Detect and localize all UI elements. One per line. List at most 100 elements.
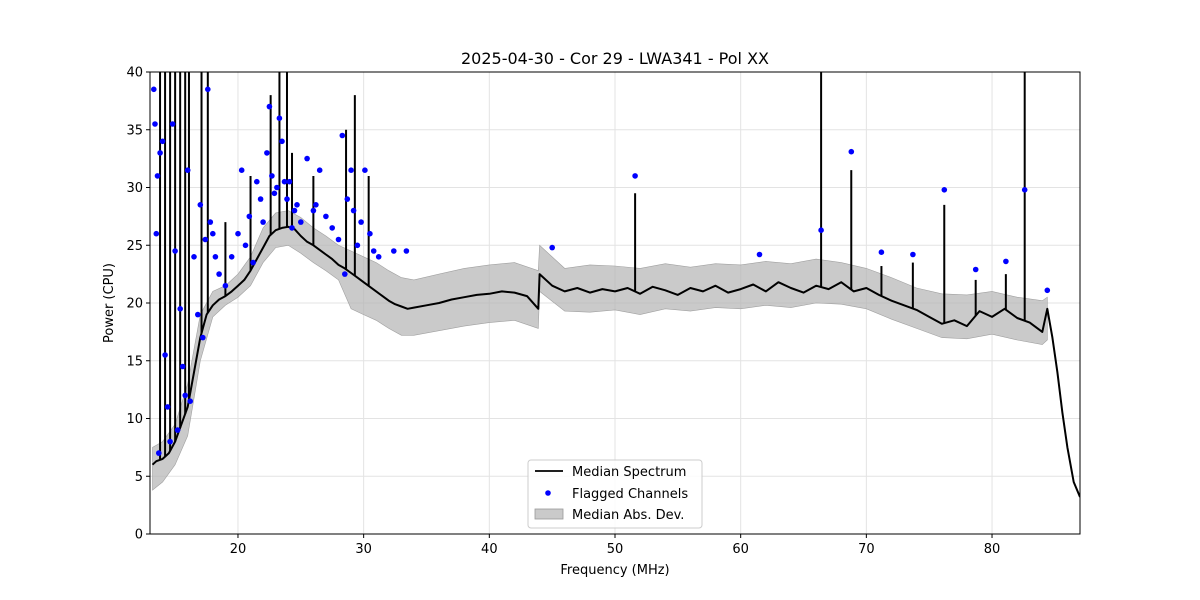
legend-median-label: Median Spectrum <box>572 465 686 480</box>
flagged-channel-point <box>210 230 216 237</box>
flagged-points-layer <box>151 86 1051 456</box>
flagged-channel-point <box>281 178 288 185</box>
flagged-channel-point <box>632 173 638 179</box>
flagged-channel-point <box>370 248 377 254</box>
flagged-channel-point <box>153 230 160 237</box>
y-tick-label: 20 <box>126 297 143 312</box>
x-tick-label: 70 <box>858 542 875 557</box>
flagged-channel-point <box>187 398 193 405</box>
flagged-channel-point <box>367 230 373 237</box>
flagged-channel-point <box>878 249 885 255</box>
flagged-channel-point <box>238 167 245 173</box>
flagged-channel-point <box>304 155 310 162</box>
x-tick-label: 40 <box>481 542 498 557</box>
flagged-channel-point <box>184 167 191 173</box>
y-axis-label: Power (CPU) <box>102 263 117 343</box>
flagged-channel-point <box>972 266 979 273</box>
plot-data-area <box>151 72 1080 498</box>
flagged-channel-point <box>202 236 209 243</box>
flagged-channel-point <box>323 213 329 220</box>
y-tick-label: 0 <box>135 528 143 543</box>
flagged-channel-point <box>151 86 157 93</box>
flagged-channel-point <box>276 115 283 121</box>
x-tick-label: 20 <box>230 542 247 557</box>
flagged-channel-point <box>342 271 348 277</box>
y-tick-label: 5 <box>135 470 143 485</box>
flagged-channel-point <box>354 242 361 249</box>
flagged-channel-point <box>348 167 354 173</box>
flagged-channel-point <box>235 230 241 237</box>
y-tick-label: 10 <box>126 412 143 427</box>
flagged-channel-point <box>228 253 235 260</box>
flagged-channel-point <box>549 244 555 251</box>
legend-flagged-label: Flagged Channels <box>572 487 688 502</box>
flagged-channel-point <box>391 248 397 254</box>
flagged-channel-point <box>375 253 382 260</box>
legend: Median Spectrum Flagged Channels Median … <box>527 459 703 529</box>
flagged-channel-point <box>266 103 273 110</box>
flagged-channel-point <box>167 438 173 445</box>
flagged-channel-point <box>246 213 253 220</box>
x-axis-label: Frequency (MHz) <box>560 563 669 578</box>
y-tick-label: 25 <box>126 239 143 254</box>
x-tick-label: 30 <box>355 542 372 557</box>
flagged-channel-point <box>310 207 317 214</box>
flagged-channel-point <box>350 207 357 214</box>
flagged-channel-point <box>286 178 293 185</box>
flagged-channel-point <box>205 86 211 93</box>
flagged-channel-point <box>157 150 163 156</box>
flagged-channel-point <box>172 248 178 254</box>
flagged-channel-point <box>154 173 161 179</box>
x-tick-label: 50 <box>607 542 624 557</box>
flagged-channel-point <box>250 259 256 266</box>
y-tick-label: 40 <box>126 66 143 81</box>
flagged-channel-point <box>284 196 290 202</box>
flagged-channel-point <box>271 190 278 197</box>
flagged-channel-point <box>362 167 368 173</box>
flagged-channel-point <box>335 236 342 243</box>
flagged-channel-point <box>848 148 855 155</box>
flagged-channel-point <box>260 219 266 225</box>
flagged-channel-point <box>242 242 249 249</box>
flagged-channel-point <box>195 311 201 318</box>
flagged-channel-point <box>152 121 158 127</box>
flagged-channel-point <box>1021 187 1028 193</box>
x-tick-label: 60 <box>732 542 749 557</box>
legend-flagged-marker-icon <box>545 490 551 496</box>
flagged-channel-point <box>294 202 300 208</box>
flagged-channel-point <box>216 271 222 277</box>
flagged-channel-point <box>344 196 351 202</box>
flagged-channel-point <box>162 352 168 358</box>
flagged-channel-point <box>339 132 346 139</box>
y-tick-label: 35 <box>126 123 143 138</box>
flagged-channel-point <box>174 427 181 433</box>
flagged-channel-point <box>1044 287 1051 294</box>
flagged-channel-point <box>264 150 270 156</box>
flagged-channel-point <box>156 450 162 456</box>
flagged-channel-point <box>222 282 229 289</box>
flagged-channel-point <box>403 248 410 254</box>
flagged-channel-point <box>298 219 304 225</box>
flagged-channel-point <box>212 253 219 260</box>
flagged-channel-point <box>200 334 206 341</box>
flagged-channel-point <box>313 202 319 208</box>
y-tick-label: 30 <box>126 181 143 196</box>
flagged-channel-point <box>159 138 166 145</box>
legend-box <box>527 459 703 529</box>
flagged-channel-point <box>177 306 183 312</box>
flagged-channel-point <box>197 202 204 208</box>
y-tick-label: 15 <box>126 354 143 369</box>
chart-title: 2025-04-30 - Cor 29 - LWA341 - Pol XX <box>461 49 769 68</box>
legend-mad-patch-icon <box>534 508 564 520</box>
flagged-channel-point <box>179 363 186 370</box>
flagged-channel-point <box>182 392 188 399</box>
flagged-channel-point <box>279 138 285 145</box>
flagged-channel-point <box>207 219 214 225</box>
flagged-channel-point <box>164 404 171 410</box>
flagged-channel-point <box>289 225 295 231</box>
flagged-channel-point <box>818 227 824 233</box>
flagged-channel-point <box>291 207 298 214</box>
flagged-channel-point <box>316 167 323 173</box>
